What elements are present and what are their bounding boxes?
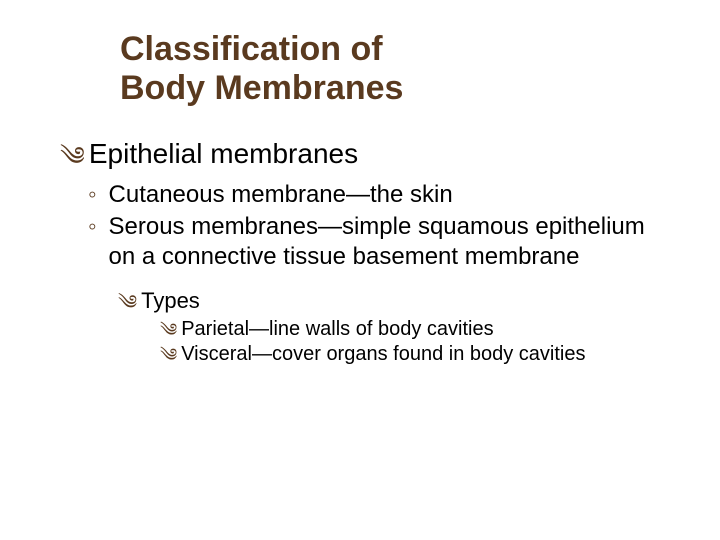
- title-line-1: Classification of: [120, 30, 383, 68]
- level2-item: ◦ Serous membranes—simple squamous epith…: [88, 212, 670, 272]
- level4-item: ༄ Visceral—cover organs found in body ca…: [160, 343, 670, 366]
- slide-title: Classification of Body Membranes: [120, 30, 670, 108]
- scripty-bullet-icon: ༄: [160, 346, 177, 364]
- title-line-2: Body Membranes: [120, 69, 403, 107]
- scripty-bullet-icon: ༄: [60, 144, 85, 170]
- level1-item: ༄ Epithelial membranes: [60, 138, 670, 170]
- level2-block: ◦ Cutaneous membrane—the skin ◦ Serous m…: [88, 180, 670, 272]
- level4-item: ༄ Parietal—line walls of body cavities: [160, 318, 670, 341]
- level3-text: Types: [141, 288, 200, 314]
- level1-text: Epithelial membranes: [89, 138, 358, 170]
- ring-bullet-icon: ◦: [88, 180, 97, 210]
- level2-text: Serous membranes—simple squamous epithel…: [109, 212, 670, 272]
- scripty-bullet-icon: ༄: [118, 293, 137, 313]
- level4-text: Parietal—line walls of body cavities: [181, 318, 493, 341]
- level4-text: Visceral—cover organs found in body cavi…: [181, 343, 585, 366]
- level2-text: Cutaneous membrane—the skin: [109, 180, 670, 210]
- slide: Classification of Body Membranes ༄ Epith…: [0, 0, 720, 540]
- ring-bullet-icon: ◦: [88, 212, 97, 272]
- level2-item: ◦ Cutaneous membrane—the skin: [88, 180, 670, 210]
- level3-item: ༄ Types: [118, 288, 670, 314]
- scripty-bullet-icon: ༄: [160, 321, 177, 339]
